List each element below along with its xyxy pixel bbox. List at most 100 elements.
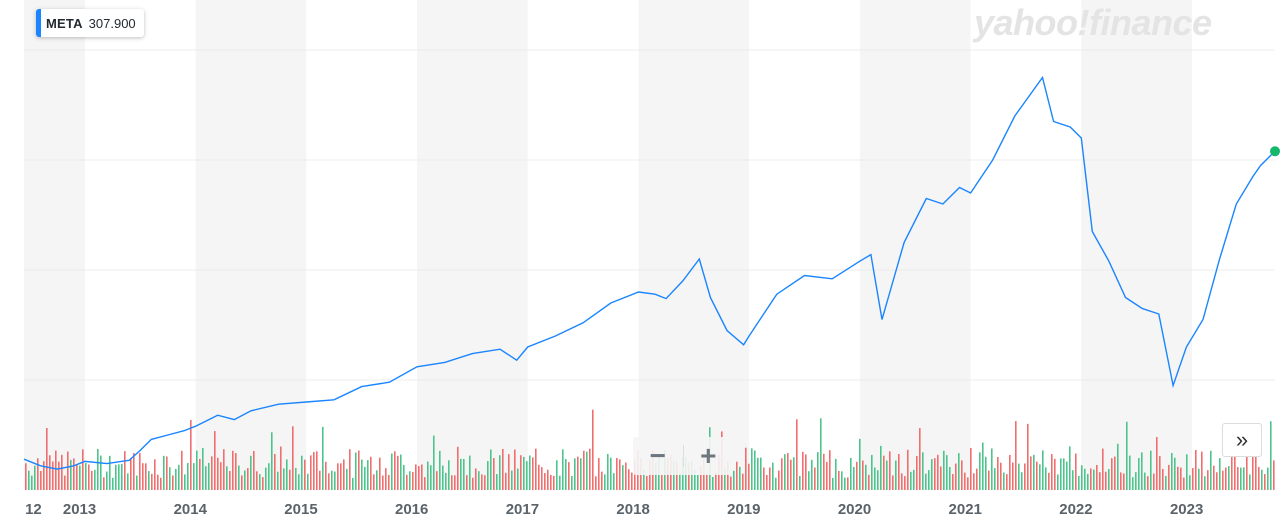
x-tick-label: 2023: [1170, 501, 1203, 518]
volume-bar: [589, 448, 591, 490]
volume-bar: [634, 460, 636, 490]
volume-bar: [949, 467, 951, 490]
volume-bar: [142, 463, 144, 490]
volume-bar: [1255, 448, 1257, 490]
volume-bar: [418, 466, 420, 490]
volume-bars: [25, 409, 1275, 490]
volume-bar: [442, 465, 444, 490]
volume-bar: [886, 460, 888, 490]
volume-bar: [916, 455, 918, 490]
volume-bar: [1189, 475, 1191, 490]
volume-bar: [67, 451, 69, 490]
volume-bar: [553, 475, 555, 490]
volume-bar: [1201, 451, 1203, 490]
volume-bar: [1084, 468, 1086, 490]
volume-bar: [976, 468, 978, 490]
volume-bar: [85, 463, 87, 490]
volume-bar: [1078, 476, 1080, 490]
volume-bar: [1192, 468, 1194, 490]
volume-bar: [436, 471, 438, 490]
volume-bar: [610, 457, 612, 490]
volume-bar: [259, 474, 261, 490]
volume-bar: [928, 470, 930, 490]
zoom-controls: − +: [633, 437, 733, 475]
volume-bar: [526, 461, 528, 490]
volume-bar: [919, 428, 921, 490]
volume-bar: [856, 461, 858, 490]
volume-bar: [826, 461, 828, 490]
volume-bar: [322, 426, 324, 490]
volume-bar: [163, 455, 165, 490]
volume-bar: [196, 450, 198, 490]
volume-bar: [688, 462, 690, 490]
volume-bar: [88, 464, 90, 490]
volume-bar: [970, 448, 972, 490]
volume-bar: [343, 459, 345, 490]
volume-bar: [679, 473, 681, 490]
volume-bar: [778, 470, 780, 490]
expand-chevron-button[interactable]: »: [1222, 423, 1262, 457]
volume-bar: [61, 454, 63, 490]
volume-bar: [823, 453, 825, 490]
volume-bar: [1228, 466, 1230, 490]
volume-bar: [985, 456, 987, 490]
volume-bar: [223, 449, 225, 490]
volume-bar: [373, 474, 375, 490]
volume-bar: [493, 458, 495, 490]
volume-bar: [121, 463, 123, 490]
volume-bar: [814, 467, 816, 490]
volume-bar: [346, 468, 348, 490]
volume-bar: [982, 442, 984, 490]
volume-bar: [574, 458, 576, 490]
volume-bar: [337, 463, 339, 490]
volume-bar: [334, 471, 336, 490]
volume-bar: [328, 473, 330, 490]
volume-bar: [937, 454, 939, 490]
volume-bar: [676, 460, 678, 490]
volume-bar: [217, 457, 219, 490]
volume-bar: [70, 459, 72, 490]
volume-bar: [490, 449, 492, 490]
volume-bar: [904, 476, 906, 490]
volume-bar: [415, 464, 417, 490]
zoom-out-button[interactable]: −: [649, 440, 666, 471]
year-band: [859, 0, 971, 490]
volume-bar: [1225, 467, 1227, 490]
year-band: [195, 0, 307, 490]
volume-bar: [412, 471, 414, 490]
volume-bar: [145, 463, 147, 490]
volume-bar: [40, 470, 42, 490]
volume-bar: [1033, 454, 1035, 490]
volume-bar: [889, 451, 891, 490]
volume-bar: [175, 468, 177, 490]
volume-bar: [307, 473, 309, 490]
volume-bar: [349, 449, 351, 490]
volume-bar: [496, 474, 498, 490]
badge-symbol: META: [46, 15, 83, 31]
volume-bar: [532, 457, 534, 490]
x-tick-label: 2020: [838, 501, 871, 518]
volume-bar: [289, 469, 291, 490]
zoom-in-button[interactable]: +: [700, 440, 717, 471]
volume-bar: [238, 465, 240, 490]
volume-bar: [208, 462, 210, 490]
volume-bar: [268, 463, 270, 490]
volume-bar: [1240, 467, 1242, 490]
volume-bar: [1168, 464, 1170, 490]
volume-bar: [748, 463, 750, 490]
volume-bar: [559, 475, 561, 490]
volume-bar: [229, 471, 231, 490]
volume-bar: [25, 463, 27, 490]
volume-bar: [673, 460, 675, 490]
volume-bar: [316, 451, 318, 490]
x-tick-label: 2021: [949, 501, 982, 518]
volume-bar: [1171, 452, 1173, 490]
volume-bar: [130, 458, 132, 490]
volume-bar: [907, 449, 909, 490]
volume-bar: [706, 472, 708, 490]
volume-bar: [298, 474, 300, 490]
badge-price: 307.900: [88, 15, 136, 31]
volume-bar: [199, 458, 201, 490]
volume-bar: [1267, 467, 1269, 490]
volume-bar: [922, 452, 924, 490]
